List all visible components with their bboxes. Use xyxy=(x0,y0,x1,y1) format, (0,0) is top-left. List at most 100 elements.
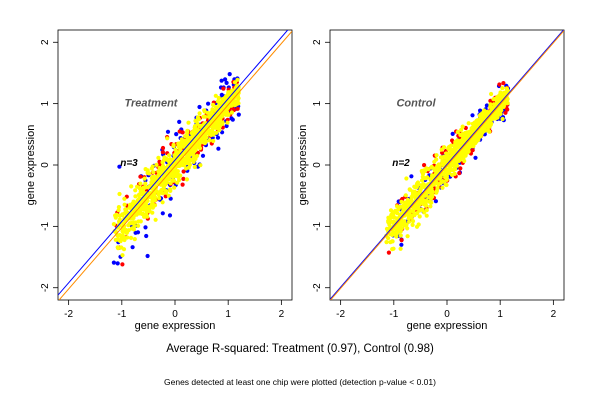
data-point xyxy=(180,130,185,135)
data-point xyxy=(122,202,127,207)
data-point xyxy=(127,221,132,226)
data-point xyxy=(119,236,124,241)
data-point xyxy=(160,145,166,151)
data-point xyxy=(439,147,444,152)
data-point xyxy=(173,173,178,178)
x-tick-label: 1 xyxy=(225,309,231,320)
data-point xyxy=(135,230,141,235)
data-point xyxy=(458,166,463,171)
data-point xyxy=(412,189,417,194)
data-point xyxy=(493,113,498,118)
data-point xyxy=(424,208,429,213)
data-point xyxy=(211,138,216,144)
data-point xyxy=(148,184,153,189)
data-point xyxy=(497,82,502,87)
data-point xyxy=(449,172,454,177)
data-point xyxy=(215,135,221,140)
data-point xyxy=(211,102,216,107)
data-point xyxy=(476,122,481,127)
data-point xyxy=(186,120,191,125)
data-point xyxy=(156,155,161,160)
data-point xyxy=(161,187,166,192)
data-point xyxy=(206,101,211,106)
data-point xyxy=(417,214,422,219)
data-point xyxy=(171,144,176,149)
data-point xyxy=(413,206,418,211)
x-axis-label: gene expression xyxy=(135,320,216,332)
data-point xyxy=(120,229,125,234)
data-point xyxy=(429,200,434,205)
data-point xyxy=(138,211,143,216)
data-point xyxy=(428,204,433,209)
data-point xyxy=(394,231,399,236)
data-point xyxy=(205,110,210,115)
data-point xyxy=(132,237,137,242)
data-point xyxy=(417,201,422,206)
data-point xyxy=(149,166,154,171)
data-point xyxy=(197,134,202,139)
y-tick-label: -1 xyxy=(312,221,323,230)
y-tick-label: 2 xyxy=(40,39,51,45)
data-point xyxy=(203,139,208,144)
data-point xyxy=(410,219,416,224)
y-tick-label: 0 xyxy=(312,162,323,168)
data-point xyxy=(227,72,232,77)
data-point xyxy=(216,95,221,101)
data-point xyxy=(202,108,207,113)
data-point xyxy=(462,148,467,153)
data-point xyxy=(235,106,240,111)
data-point xyxy=(225,112,230,117)
sample-size-annotation: n=2 xyxy=(392,158,410,169)
data-point xyxy=(124,207,129,212)
data-point xyxy=(143,225,148,230)
y-tick-label: 1 xyxy=(40,100,51,106)
data-point xyxy=(463,153,468,158)
data-point xyxy=(407,187,413,192)
data-point xyxy=(122,211,127,216)
data-point xyxy=(444,182,449,188)
x-tick-label: 2 xyxy=(279,309,285,320)
data-point xyxy=(384,240,389,245)
y-tick-label: -2 xyxy=(312,283,323,292)
data-point xyxy=(236,112,241,117)
data-point xyxy=(501,81,506,86)
data-point xyxy=(138,219,143,224)
data-point xyxy=(144,233,149,239)
data-point xyxy=(193,124,198,129)
data-point xyxy=(181,176,186,181)
data-point xyxy=(152,203,158,208)
data-point xyxy=(121,247,127,252)
data-point xyxy=(135,184,140,189)
data-point xyxy=(470,142,475,147)
reference-line-1 xyxy=(330,30,564,300)
data-point xyxy=(394,204,400,209)
data-point xyxy=(186,158,191,163)
data-point xyxy=(466,145,471,151)
data-point xyxy=(117,164,122,169)
data-point xyxy=(154,177,159,182)
data-point xyxy=(448,150,453,155)
data-point xyxy=(175,180,180,185)
data-point xyxy=(424,213,429,218)
data-point xyxy=(434,157,439,162)
data-point xyxy=(199,138,204,143)
data-point xyxy=(457,171,462,176)
data-point xyxy=(390,239,395,244)
data-point xyxy=(479,113,484,119)
data-point xyxy=(471,128,476,133)
data-point xyxy=(192,154,197,159)
reference-line-2 xyxy=(58,30,292,300)
x-axis-label: gene expression xyxy=(407,320,488,332)
data-point xyxy=(192,131,197,136)
data-point xyxy=(454,145,459,150)
data-point xyxy=(483,128,488,133)
data-point xyxy=(141,206,146,211)
data-point xyxy=(197,104,202,110)
y-axis-label: gene expression xyxy=(297,125,309,206)
panel-title: Treatment xyxy=(124,98,178,110)
data-point xyxy=(386,215,391,220)
data-point xyxy=(157,165,162,171)
data-point xyxy=(441,154,446,159)
y-tick-label: -1 xyxy=(40,221,51,230)
data-point xyxy=(197,111,202,116)
